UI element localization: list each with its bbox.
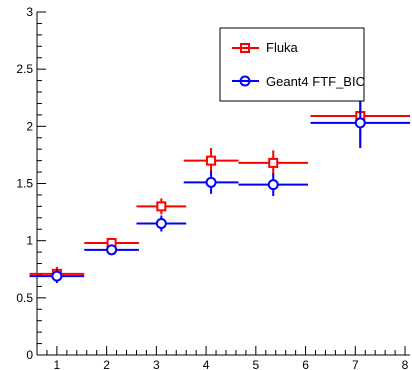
- data-point-circle: [205, 176, 217, 188]
- y-tick-label: 0.5: [16, 291, 33, 305]
- data-series: [29, 85, 410, 283]
- y-axis: 0 0.5 1 1.5 2 2.5 3: [16, 5, 46, 362]
- x-tick-label: 4: [203, 358, 210, 370]
- legend-box: [219, 27, 365, 102]
- y-tick-label: 3: [26, 5, 33, 19]
- legend-label-fluka: Fluka: [266, 40, 299, 55]
- y-tick-label: 1.5: [16, 177, 33, 191]
- data-point-circle: [51, 270, 63, 282]
- data-point-circle: [106, 244, 118, 256]
- x-tick-label: 7: [352, 358, 359, 370]
- data-point-square: [206, 155, 217, 166]
- y-tick-label: 2: [26, 119, 33, 133]
- legend-entry-geant4: Geant4 FTF_BIC: [232, 74, 365, 89]
- legend-square-marker: [240, 43, 250, 53]
- legend: Fluka Geant4 FTF_BIC: [219, 27, 365, 102]
- data-point-square: [268, 157, 279, 168]
- y-tick-label: 0: [26, 348, 33, 362]
- data-point-circle: [267, 179, 279, 191]
- x-tick-label: 8: [402, 358, 409, 370]
- x-tick-label: 2: [103, 358, 110, 370]
- legend-circle-marker: [239, 75, 251, 87]
- legend-label-geant4: Geant4 FTF_BIC: [266, 74, 365, 89]
- data-point-circle: [155, 218, 167, 230]
- series-geant4: [29, 97, 410, 283]
- legend-entry-fluka: Fluka: [232, 40, 299, 55]
- data-point-circle: [354, 117, 366, 129]
- x-tick-label: 1: [54, 358, 61, 370]
- y-tick-label: 1: [26, 234, 33, 248]
- x-tick-label: 6: [302, 358, 309, 370]
- y-tick-label: 2.5: [16, 62, 33, 76]
- x-tick-label: 5: [252, 358, 259, 370]
- data-point-square: [156, 201, 167, 212]
- x-tick-label: 3: [153, 358, 160, 370]
- x-axis: 1 2 3 4 5 6 7 8: [36, 346, 409, 370]
